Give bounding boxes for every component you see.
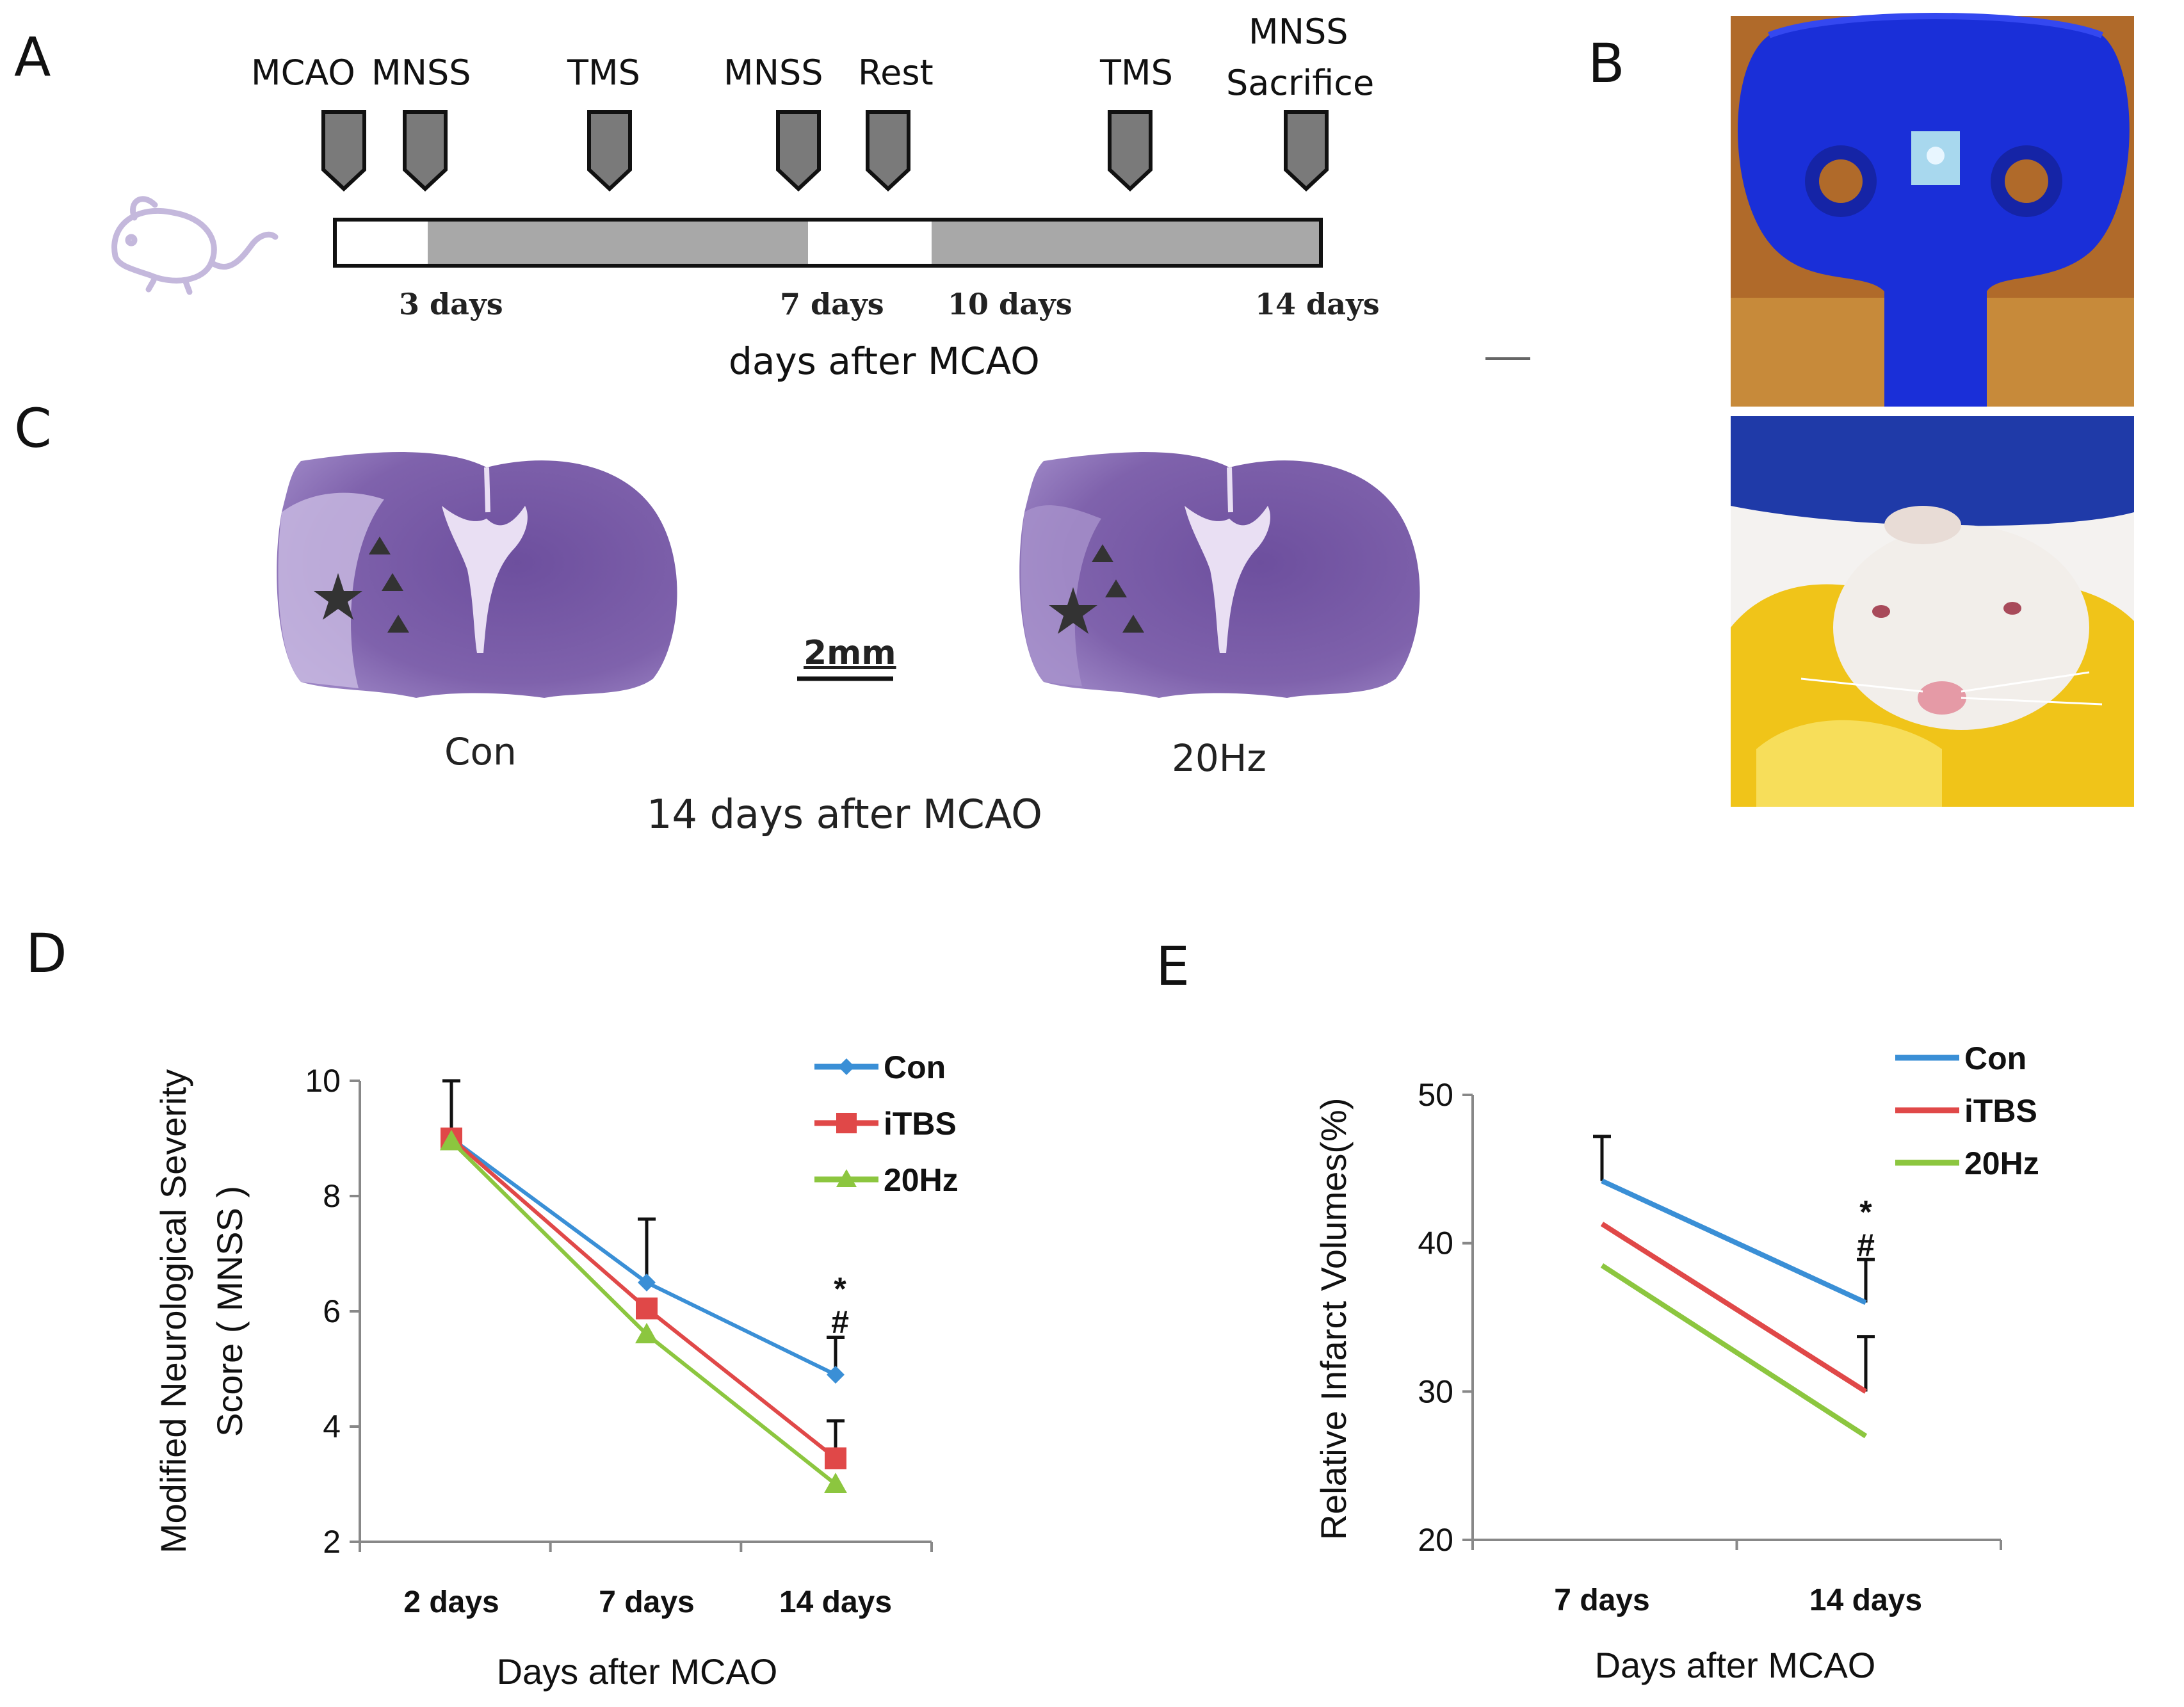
timeline-event-tms-2: TMS [1100,53,1173,93]
brain-section-con [277,452,677,698]
timeline-event-mnss-2: MNSS [724,53,823,93]
point-itbs [636,1297,658,1320]
timeline-tms-period-2 [932,222,1319,264]
star-icon [314,573,362,620]
legend-label-itbs: iTBS [1964,1093,2037,1129]
significance-star: * [1859,1194,1872,1230]
marker-mnss-1 [403,110,448,192]
y-tick-label: 20 [1418,1522,1453,1558]
y-axis-label: Relative Infarct Volumes(%) [1313,1098,1354,1541]
timeline-day-14: 14 days [1255,287,1380,321]
mouse-icon [111,196,279,295]
timeline-axis-label: days after MCAO [729,339,1040,383]
timeline-event-rest: Rest [858,53,934,93]
x-tick-label: 14 days [779,1585,892,1619]
triangle-icon [369,537,391,554]
y-tick-label: 30 [1418,1373,1453,1409]
legend-label-con: Con [1964,1040,2026,1076]
series-line-20hz [1600,1263,1868,1439]
con-section-label: Con [444,730,517,773]
marker-mcao [321,110,366,192]
timeline-day-10: 10 days [948,287,1072,321]
timeline-day-3: 3 days [399,287,503,321]
star-icon [1049,587,1097,634]
legend-marker [836,1113,857,1133]
timeline-event-mcao: MCAO [251,53,355,93]
significance-hash: # [1857,1227,1875,1263]
histology-caption: 14 days after MCAO [647,791,1042,837]
marker-sacrifice [1284,110,1329,192]
marker-tms-1 [587,110,632,192]
legend-label-con: Con [884,1049,946,1085]
x-axis-label: Days after MCAO [497,1651,778,1692]
y-tick-label: 4 [323,1409,341,1444]
triangle-icon [387,615,409,633]
series-line-con [1601,1178,1867,1305]
panel-label-e: E [1156,935,1190,998]
point-con [827,1366,845,1384]
infarct-chart: 20 30 40 50 7 days 14 days Con iTBS 20Hz *# Relati… [1313,1040,2039,1685]
panel-label-b: B [1588,32,1625,95]
point-20hz [440,1129,463,1151]
y-axis-label-line2: Score ( MNSS ) [209,1186,250,1437]
x-axis-label: Days after MCAO [1595,1645,1876,1685]
y-tick-label: 10 [305,1063,341,1099]
y-axis-label-line1: Modified Neurological Severity [153,1069,193,1553]
x-tick-label: 14 days [1809,1583,1922,1617]
timeline-event-mnss-1: MNSS [371,53,471,93]
legend-marker [838,1058,855,1075]
point-itbs [825,1447,846,1469]
triangle-icon [1092,544,1113,562]
point-20hz [635,1323,658,1343]
timeline-event-tms-1: TMS [567,53,640,93]
panel-label-d: D [26,922,67,985]
significance-star: * [834,1271,846,1307]
rat-photo [1731,416,2134,807]
point-20hz [824,1473,847,1493]
significance-hash: # [831,1304,849,1340]
y-tick-label: 2 [323,1524,341,1560]
legend-marker [836,1169,857,1187]
tms-coil-photo [1731,13,2134,407]
timeline-day-7: 7 days [780,287,884,321]
x-tick-label: 7 days [1554,1583,1649,1617]
x-tick-label: 2 days [403,1585,499,1619]
timeline-tms-period-1 [428,222,808,264]
mnss-chart: 2 4 6 8 10 2 days 7 days 14 days Con iTBS 20Hz *# Mo… [153,1049,959,1692]
y-tick-label: 40 [1418,1226,1453,1261]
x-tick-label: 7 days [599,1585,694,1619]
legend-label-20hz: 20Hz [884,1162,959,1198]
hz20-section-label: 20Hz [1172,736,1266,780]
timeline-event-sacrifice: Sacrifice [1226,63,1375,103]
legend-label-itbs: iTBS [884,1106,957,1142]
y-tick-label: 50 [1418,1077,1453,1113]
timeline-markers [321,110,1329,192]
triangle-icon [1105,579,1127,597]
scale-bar-label: 2mm [804,634,896,672]
triangle-icon [1122,615,1144,633]
marker-rest [866,110,910,192]
marker-mnss-2 [776,110,821,192]
point-con [638,1274,656,1291]
marker-tms-2 [1108,110,1153,192]
panel-label-c: C [14,397,52,460]
brain-section-20hz [1019,452,1420,698]
series-line-itbs [1600,1222,1868,1394]
brain-sections [277,452,1420,698]
legend-label-20hz: 20Hz [1964,1145,2039,1181]
y-tick-label: 6 [323,1293,341,1329]
timeline-event-mnss-3: MNSS [1249,12,1348,52]
triangle-icon [382,573,403,591]
panel-label-a: A [14,26,51,88]
timeline-graphic [111,110,1530,360]
y-tick-label: 8 [323,1178,341,1214]
